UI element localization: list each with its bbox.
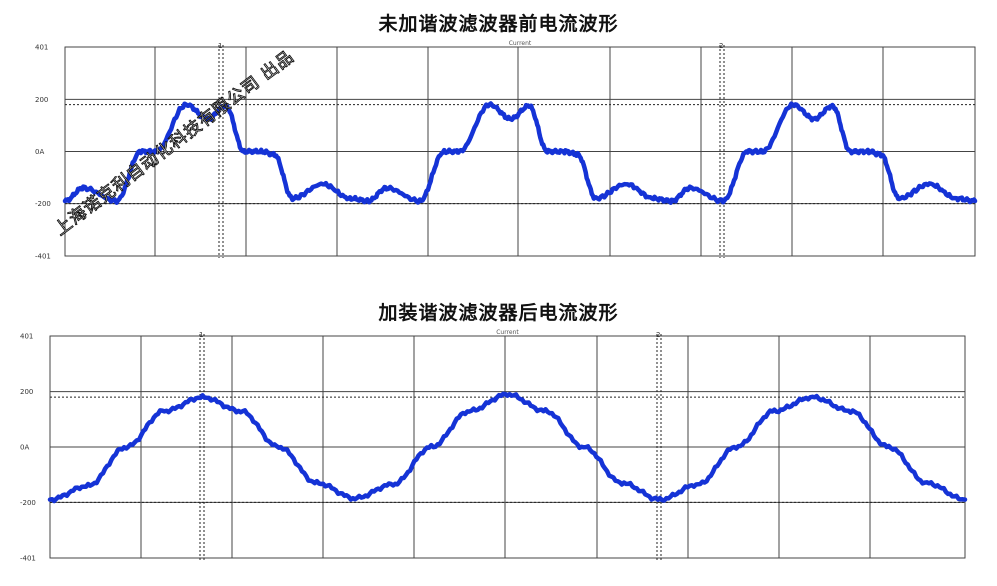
cursor-marker-after: 1 — [199, 331, 203, 339]
chart-title-before: 未加谐波滤波器前电流波形 — [378, 13, 619, 35]
y-tick-label-after: 200 — [20, 388, 33, 396]
y-tick-label-before: 0A — [35, 148, 44, 156]
y-tick-label-before: 200 — [35, 96, 48, 104]
plot-title-before: Current — [509, 40, 532, 47]
current-waveform-after — [47, 391, 968, 504]
y-tick-label-before: 401 — [35, 44, 48, 52]
y-tick-label-before: -200 — [35, 200, 51, 208]
y-tick-label-after: -401 — [20, 555, 36, 563]
cursor-marker-after: 2 — [656, 331, 660, 339]
cursor-marker-before: 2 — [719, 42, 723, 50]
chart-title-after: 加装谐波滤波器后电流波形 — [378, 302, 619, 324]
cursor-marker-before: 1 — [218, 42, 222, 50]
plot-title-after: Current — [496, 329, 519, 336]
y-tick-label-before: -401 — [35, 253, 51, 261]
y-tick-label-after: 0A — [20, 444, 29, 452]
y-tick-label-after: 401 — [20, 333, 33, 341]
y-tick-label-after: -200 — [20, 499, 36, 507]
current-waveform-before — [62, 101, 978, 205]
